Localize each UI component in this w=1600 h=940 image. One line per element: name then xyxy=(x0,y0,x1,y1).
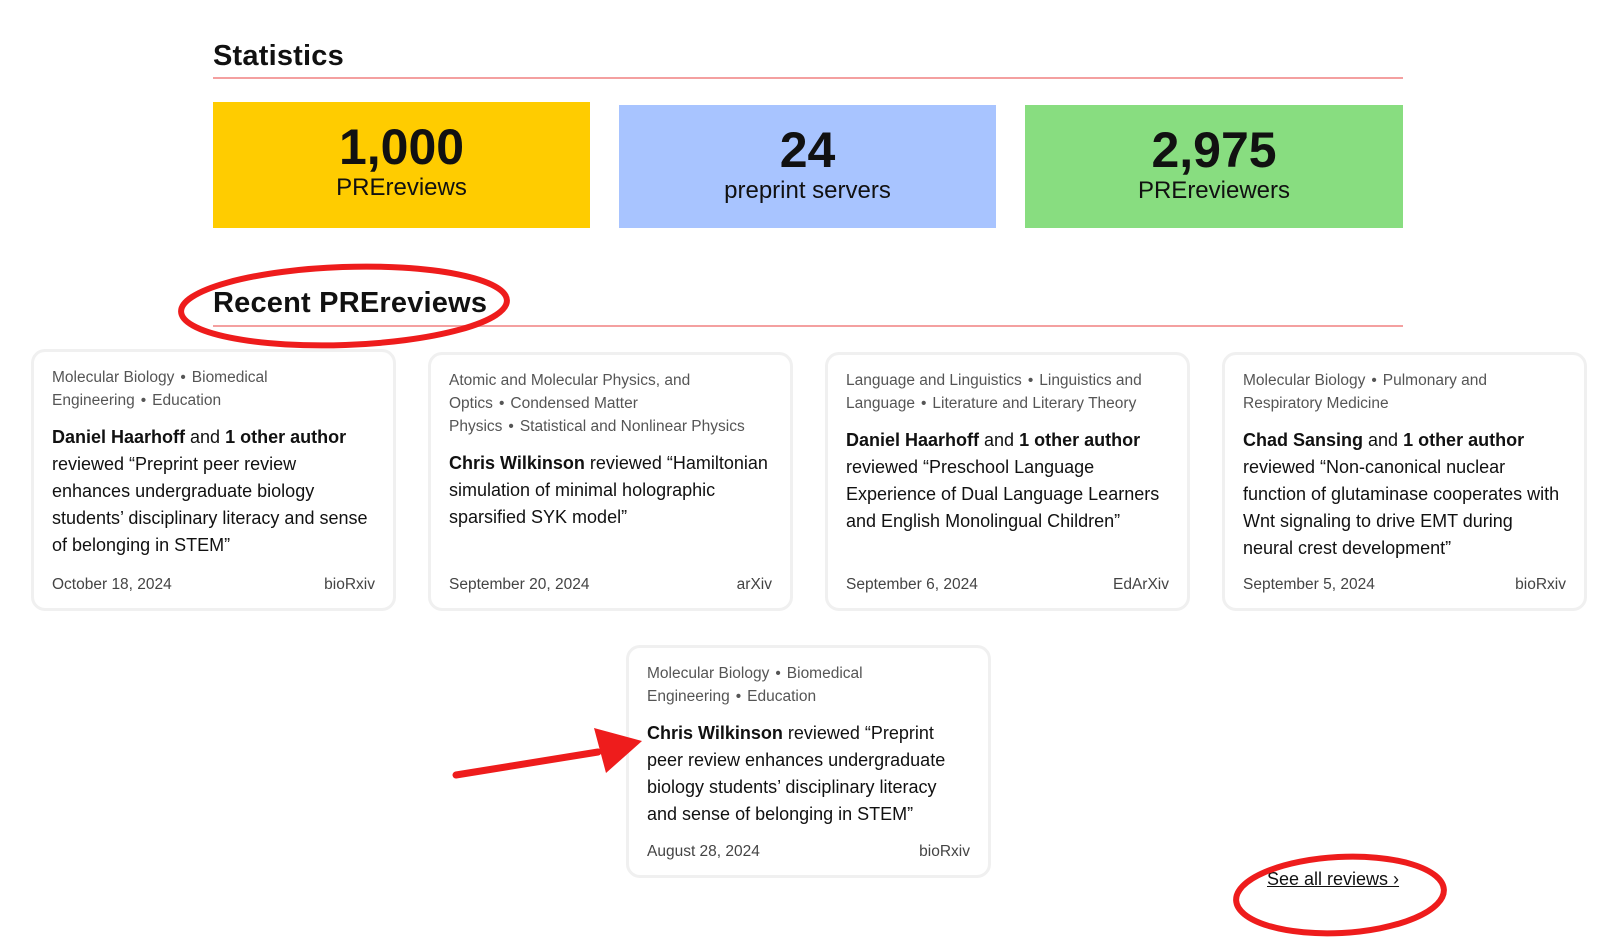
review-card-tags: Molecular Biology • Biomedical Engineering… xyxy=(647,665,863,705)
stat-prereviewers-label: PREreviewers xyxy=(1137,177,1291,204)
stat-prereviews-label: PREreviews xyxy=(336,174,467,201)
review-card[interactable]: Language and Linguistics • Linguistics and… xyxy=(825,352,1190,611)
review-server: bioRxiv xyxy=(919,843,970,860)
annotation-arrow-shaft xyxy=(452,748,602,779)
subject-tag[interactable]: Biomedical Engineering xyxy=(647,665,863,705)
review-summary[interactable]: Daniel Haarhoff and 1 other author revie… xyxy=(846,427,1169,535)
subject-tag[interactable]: Education xyxy=(747,688,817,705)
review-and: and xyxy=(979,430,1020,450)
review-card[interactable]: Molecular Biology • Biomedical Engineering… xyxy=(31,349,396,611)
review-date: September 20, 2024 xyxy=(449,576,590,593)
subject-tag[interactable]: Molecular Biology xyxy=(647,665,770,682)
subject-tag[interactable]: Statistical and Nonlinear Physics xyxy=(519,418,745,435)
review-date: September 6, 2024 xyxy=(846,576,978,593)
review-summary[interactable]: Daniel Haarhoff and 1 other author revie… xyxy=(52,424,375,559)
annotation-ellipse-see-all xyxy=(1233,853,1447,937)
review-title: reviewed “Preprint peer review enhances … xyxy=(52,454,368,555)
recent-prereviews-heading: Recent PREreviews xyxy=(213,287,488,319)
review-title: reviewed “Non-canonical nuclear function… xyxy=(1243,457,1560,558)
review-title: reviewed “Hamiltonian simulation of mini… xyxy=(449,453,768,527)
review-date: August 28, 2024 xyxy=(647,843,760,860)
review-other-authors: 1 other author xyxy=(1019,430,1141,450)
stat-prereviewers-number: 2,975 xyxy=(1151,122,1277,178)
review-card-tags: Language and Linguistics • Linguistics and… xyxy=(846,372,1142,412)
review-date: October 18, 2024 xyxy=(52,576,172,593)
review-card-tags: Molecular Biology • Pulmonary and Respirat… xyxy=(1243,372,1488,412)
subject-tag[interactable]: Molecular Biology xyxy=(52,369,175,386)
review-author: Daniel Haarhoff xyxy=(846,430,980,450)
review-card[interactable]: Atomic and Molecular Physics, and Optics… xyxy=(428,352,793,611)
subject-tag[interactable]: Pulmonary and Respiratory Medicine xyxy=(1243,372,1488,412)
review-card-footer: October 18, 2024 bioRxiv xyxy=(52,576,375,594)
review-card-footer: September 20, 2024 arXiv xyxy=(449,576,772,594)
subject-tag[interactable]: Molecular Biology xyxy=(1243,372,1366,389)
stat-preprint-servers-label: preprint servers xyxy=(724,177,891,204)
statistics-heading: Statistics xyxy=(213,40,344,72)
review-server: EdArXiv xyxy=(1113,576,1169,593)
review-card-tags: Atomic and Molecular Physics, and Optics… xyxy=(449,372,745,435)
subject-tag[interactable]: Linguistics and Language xyxy=(846,372,1142,412)
review-summary[interactable]: Chad Sansing and 1 other author reviewed… xyxy=(1243,427,1566,562)
stat-prereviews-number: 1,000 xyxy=(338,119,465,175)
review-summary[interactable]: Chris Wilkinson reviewed “Hamiltonian si… xyxy=(449,450,772,531)
review-author: Chris Wilkinson xyxy=(647,723,783,743)
subject-tag[interactable]: Biomedical Engineering xyxy=(52,369,268,409)
review-card-footer: September 5, 2024 bioRxiv xyxy=(1243,576,1566,594)
subject-tag[interactable]: Condensed Matter Physics xyxy=(449,395,638,435)
review-server: bioRxiv xyxy=(1515,576,1566,593)
recent-prereviews-divider xyxy=(213,325,1403,327)
review-card-footer: September 6, 2024 EdArXiv xyxy=(846,576,1169,594)
subject-tag[interactable]: Education xyxy=(152,392,222,409)
review-server: bioRxiv xyxy=(324,576,375,593)
review-and: and xyxy=(185,427,226,447)
subject-tag[interactable]: Atomic and Molecular Physics, and Optics xyxy=(449,372,691,412)
stat-prereviewers: 2,975 PREreviewers xyxy=(1025,105,1403,228)
statistics-divider xyxy=(213,77,1403,79)
review-author: Daniel Haarhoff xyxy=(52,427,186,447)
review-card-footer: August 28, 2024 bioRxiv xyxy=(647,843,970,861)
subject-tag[interactable]: Language and Linguistics xyxy=(846,372,1022,389)
review-date: September 5, 2024 xyxy=(1243,576,1375,593)
review-server: arXiv xyxy=(736,576,772,593)
stat-prereviews: 1,000 PREreviews xyxy=(213,102,590,228)
review-other-authors: 1 other author xyxy=(1403,430,1525,450)
review-card[interactable]: Molecular Biology • Pulmonary and Respirat… xyxy=(1222,352,1587,611)
review-title: reviewed “Preschool Language Experience … xyxy=(846,457,1160,531)
see-all-reviews-link[interactable]: See all reviews › xyxy=(1267,869,1400,889)
review-card[interactable]: Molecular Biology • Biomedical Engineering… xyxy=(626,645,991,878)
review-card-tags: Molecular Biology • Biomedical Engineering… xyxy=(52,369,268,409)
review-summary[interactable]: Chris Wilkinson reviewed “Preprint peer … xyxy=(647,720,970,828)
stat-preprint-servers-number: 24 xyxy=(779,122,836,178)
review-title: reviewed “Preprint peer review enhances … xyxy=(647,723,946,824)
review-author: Chad Sansing xyxy=(1243,430,1364,450)
subject-tag[interactable]: Literature and Literary Theory xyxy=(932,395,1137,412)
review-other-authors: 1 other author xyxy=(225,427,347,447)
review-author: Chris Wilkinson xyxy=(449,453,585,473)
stat-preprint-servers: 24 preprint servers xyxy=(619,105,996,228)
review-and: and xyxy=(1363,430,1404,450)
